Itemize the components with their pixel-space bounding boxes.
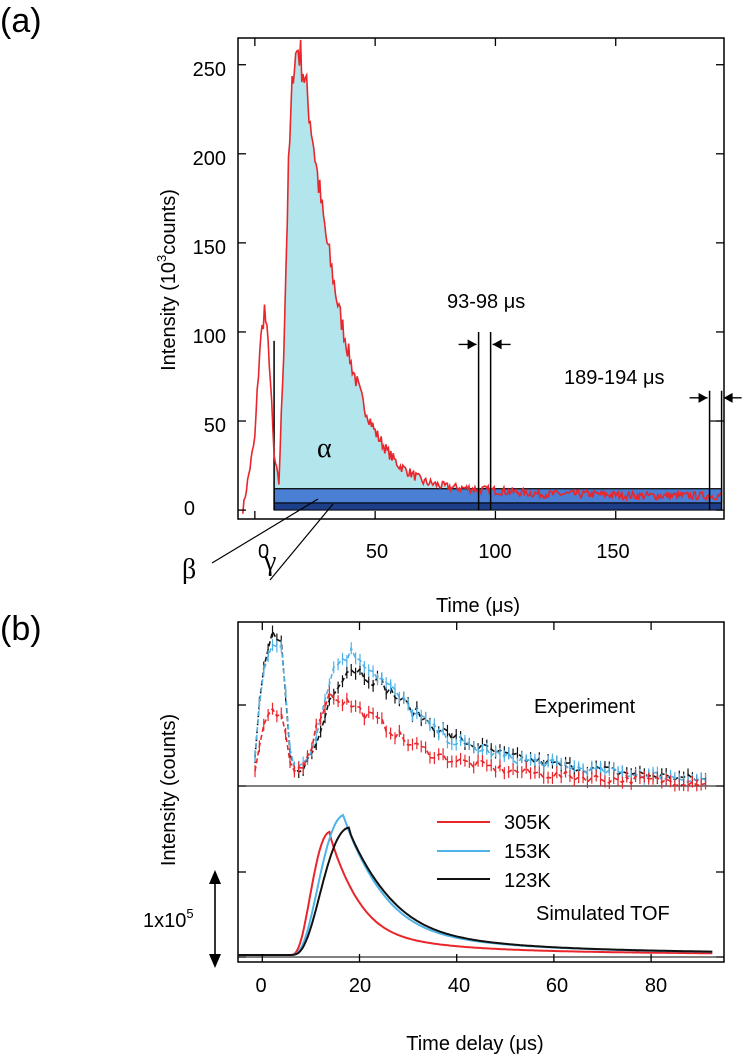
x-tick-label-50: 50 xyxy=(366,541,388,563)
panel-b-plot xyxy=(237,621,725,963)
svg-text:Intensity (103counts): Intensity (103counts) xyxy=(154,189,180,371)
simulated-curves xyxy=(238,813,713,956)
x-tick-label-b-40: 40 xyxy=(448,975,470,997)
experiment-line-305k xyxy=(254,690,706,787)
annotation-93-98: 93-98 μs xyxy=(447,291,525,313)
panel-b-y-axis-label: Intensity (counts) xyxy=(158,714,180,866)
legend: 305K 153K 123K xyxy=(437,812,551,892)
region-gamma-fill xyxy=(273,502,723,511)
x-tick-label-b-80: 80 xyxy=(645,975,667,997)
y-axis-label-main: Intensity (10 xyxy=(158,262,180,371)
panel-b-y-ticks xyxy=(238,704,724,958)
experiment-curves xyxy=(254,625,707,792)
legend-label-153k: 153K xyxy=(504,841,551,863)
panel-b-x-ticks xyxy=(261,622,652,962)
series-intensity-line xyxy=(242,39,723,514)
arrow-194-head xyxy=(723,392,733,403)
time-window-markers xyxy=(458,331,742,511)
panel-a-plot xyxy=(237,37,742,520)
region-alpha-label: α xyxy=(317,433,332,464)
legend-label-305k: 305K xyxy=(504,812,551,834)
arrow-93-head xyxy=(467,339,477,350)
panel-a-y-ticks xyxy=(238,64,724,511)
scale-bar-label: 1x105 xyxy=(143,906,194,932)
simulated-series-305k xyxy=(238,830,713,956)
scale-bar-arrow-up xyxy=(209,870,221,884)
y-axis-label-sup: 3 xyxy=(154,255,169,262)
simulated-tof-label: Simulated TOF xyxy=(536,903,670,925)
region-gamma-label: γ xyxy=(263,546,276,577)
panel-a-y-axis-label: Intensity (103counts) xyxy=(154,189,180,371)
x-tick-label-0: 0 xyxy=(258,541,269,563)
scale-bar-sup: 5 xyxy=(186,906,193,921)
y-tick-label-100: 100 xyxy=(193,326,226,348)
legend-label-123k: 123K xyxy=(504,870,551,892)
y-tick-label-250: 250 xyxy=(193,59,226,81)
region-alpha-fill xyxy=(274,39,722,489)
panel-a-x-ticks xyxy=(254,38,617,519)
gamma-leader-line xyxy=(269,503,334,581)
beta-leader-line xyxy=(211,498,319,564)
arrow-98-head xyxy=(492,339,502,350)
x-tick-label-b-0: 0 xyxy=(255,975,266,997)
experiment-series-305k xyxy=(254,686,707,792)
panel-a-label: (a) xyxy=(0,2,42,40)
experiment-line-123k xyxy=(254,629,706,782)
scale-bar: 1x105 xyxy=(143,870,221,968)
scale-bar-arrow-down xyxy=(209,954,221,968)
x-tick-label-100: 100 xyxy=(478,541,511,563)
arrow-189-head xyxy=(698,392,708,403)
x-tick-label-150: 150 xyxy=(596,541,629,563)
x-tick-label-b-20: 20 xyxy=(349,975,371,997)
annotation-189-194: 189-194 μs xyxy=(564,367,664,389)
panel-b-frame xyxy=(237,621,725,963)
experiment-label: Experiment xyxy=(534,696,636,718)
y-tick-label-200: 200 xyxy=(193,148,226,170)
y-tick-label-50: 50 xyxy=(204,415,226,437)
panel-a-x-axis-label: Time (μs) xyxy=(436,595,520,617)
experiment-series-153k xyxy=(254,639,707,789)
region-beta-label: β xyxy=(182,554,196,585)
panel-b-x-axis-label: Time delay (μs) xyxy=(406,1033,543,1055)
panel-b-y-axis-label-group: Intensity (counts) xyxy=(158,714,180,866)
experiment-series-123k xyxy=(254,625,707,787)
experiment-line-153k xyxy=(254,644,706,784)
y-tick-label-150: 150 xyxy=(193,237,226,259)
y-axis-label-rest: counts) xyxy=(158,189,180,255)
panel-b-label: (b) xyxy=(0,610,42,648)
scale-bar-text: 1x10 xyxy=(143,910,186,932)
panel-a-frame xyxy=(237,37,725,520)
x-tick-label-b-60: 60 xyxy=(546,975,568,997)
y-tick-label-0: 0 xyxy=(184,498,195,520)
simulated-series-123k xyxy=(238,826,713,956)
